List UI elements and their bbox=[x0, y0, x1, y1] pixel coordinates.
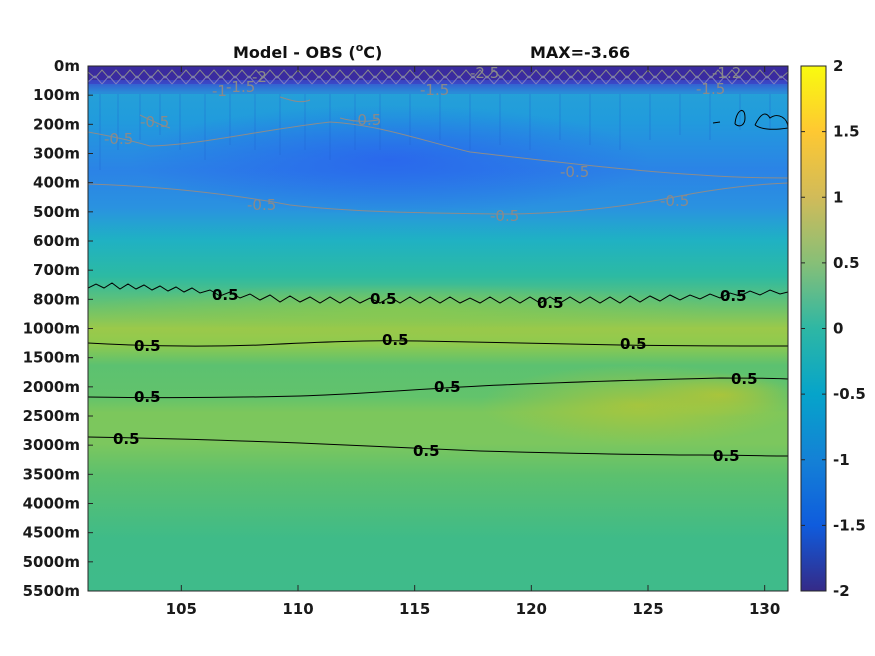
contour-label: -0.5 bbox=[104, 130, 133, 148]
contour-label: 0.5 bbox=[370, 290, 397, 308]
colorbar-ticks: 2 1.5 1 0.5 0 -0.5 -1 -1.5 -2 bbox=[801, 57, 866, 600]
x-tick-label: 115 bbox=[399, 600, 430, 618]
y-tick-label: 2500m bbox=[23, 407, 80, 425]
contour-label: 0.5 bbox=[413, 442, 440, 460]
y-tick-label: 800m bbox=[33, 290, 80, 308]
contour-label: 0.5 bbox=[134, 388, 161, 406]
contour-label: -1.5 bbox=[420, 81, 449, 99]
y-tick-label: 100m bbox=[33, 86, 80, 104]
contour-label: 0.5 bbox=[620, 335, 647, 353]
y-tick-label: 1500m bbox=[23, 349, 80, 367]
contour-label: -0.5 bbox=[660, 192, 689, 210]
contour-label: 0.5 bbox=[212, 286, 239, 304]
heatmap-field: 0.5 0.5 0.5 0.5 0.5 0.5 0.5 0.5 0.5 0.5 … bbox=[88, 64, 788, 591]
y-tick-label: 600m bbox=[33, 232, 80, 250]
contour-label: 0.5 bbox=[537, 294, 564, 312]
contour-label: -2.5 bbox=[470, 64, 499, 82]
contour-label: 0.5 bbox=[731, 370, 758, 388]
contour-label: -1.5 bbox=[226, 78, 255, 96]
y-tick-label: 0m bbox=[54, 57, 80, 75]
x-tick-label: 110 bbox=[282, 600, 313, 618]
y-tick-label: 4500m bbox=[23, 524, 80, 542]
y-tick-label: 2000m bbox=[23, 378, 80, 396]
y-tick-label: 4000m bbox=[23, 495, 80, 513]
y-tick-label: 3000m bbox=[23, 436, 80, 454]
colorbar-tick-label: 2 bbox=[833, 57, 843, 75]
y-tick-label: 300m bbox=[33, 145, 80, 163]
contour-label: -0.5 bbox=[247, 196, 276, 214]
colorbar-tick-label: 0 bbox=[833, 320, 843, 338]
colorbar: 2 1.5 1 0.5 0 -0.5 -1 -1.5 -2 bbox=[800, 57, 866, 600]
contour-label: -0.5 bbox=[140, 113, 169, 131]
y-tick-label: 200m bbox=[33, 115, 80, 133]
colorbar-tick-label: 1.5 bbox=[833, 123, 860, 141]
y-tick-label: 1000m bbox=[23, 320, 80, 338]
contour-label: 0.5 bbox=[720, 287, 747, 305]
contour-label: -1 bbox=[212, 82, 227, 100]
colorbar-tick-label: 1 bbox=[833, 188, 843, 206]
x-tick-label: 105 bbox=[166, 600, 197, 618]
contour-labels: 0.5 0.5 0.5 0.5 0.5 0.5 0.5 0.5 0.5 0.5 … bbox=[104, 64, 758, 465]
contour-label: 0.5 bbox=[434, 378, 461, 396]
contour-label: 0.5 bbox=[382, 331, 409, 349]
contour-label: -0.5 bbox=[352, 111, 381, 129]
y-tick-label: 5500m bbox=[23, 582, 80, 600]
contour-label: -1.5 bbox=[696, 80, 725, 98]
chart-title: Model - OBS (oC) bbox=[233, 41, 382, 62]
y-tick-label: 3500m bbox=[23, 465, 80, 483]
contour-label: -2 bbox=[252, 68, 267, 86]
contour-label: 0.5 bbox=[713, 447, 740, 465]
y-tick-label: 500m bbox=[33, 203, 80, 221]
contour-label: 0.5 bbox=[134, 337, 161, 355]
x-axis-ticks: 105 110 115 120 125 130 bbox=[166, 66, 780, 618]
contour-label: 0.5 bbox=[113, 430, 140, 448]
colorbar-tick-label: 0.5 bbox=[833, 254, 860, 272]
x-tick-label: 130 bbox=[749, 600, 780, 618]
colorbar-tick-label: -2 bbox=[833, 582, 850, 600]
max-annotation: MAX=-3.66 bbox=[530, 43, 630, 62]
y-tick-label: 5000m bbox=[23, 553, 80, 571]
x-tick-label: 120 bbox=[516, 600, 547, 618]
colorbar-tick-label: -1 bbox=[833, 451, 850, 469]
contour-label: -0.5 bbox=[560, 163, 589, 181]
y-axis-ticks: 0m 100m 200m 300m 400m 500m 600m 700m 800m 1000m 1… bbox=[23, 57, 93, 600]
x-tick-label: 125 bbox=[632, 600, 663, 618]
contour-label: -0.5 bbox=[490, 207, 519, 225]
colorbar-tick-label: -0.5 bbox=[833, 385, 866, 403]
contour-label: -1.2 bbox=[712, 64, 741, 82]
colorbar-tick-label: -1.5 bbox=[833, 516, 866, 534]
y-tick-label: 700m bbox=[33, 261, 80, 279]
y-tick-label: 400m bbox=[33, 174, 80, 192]
